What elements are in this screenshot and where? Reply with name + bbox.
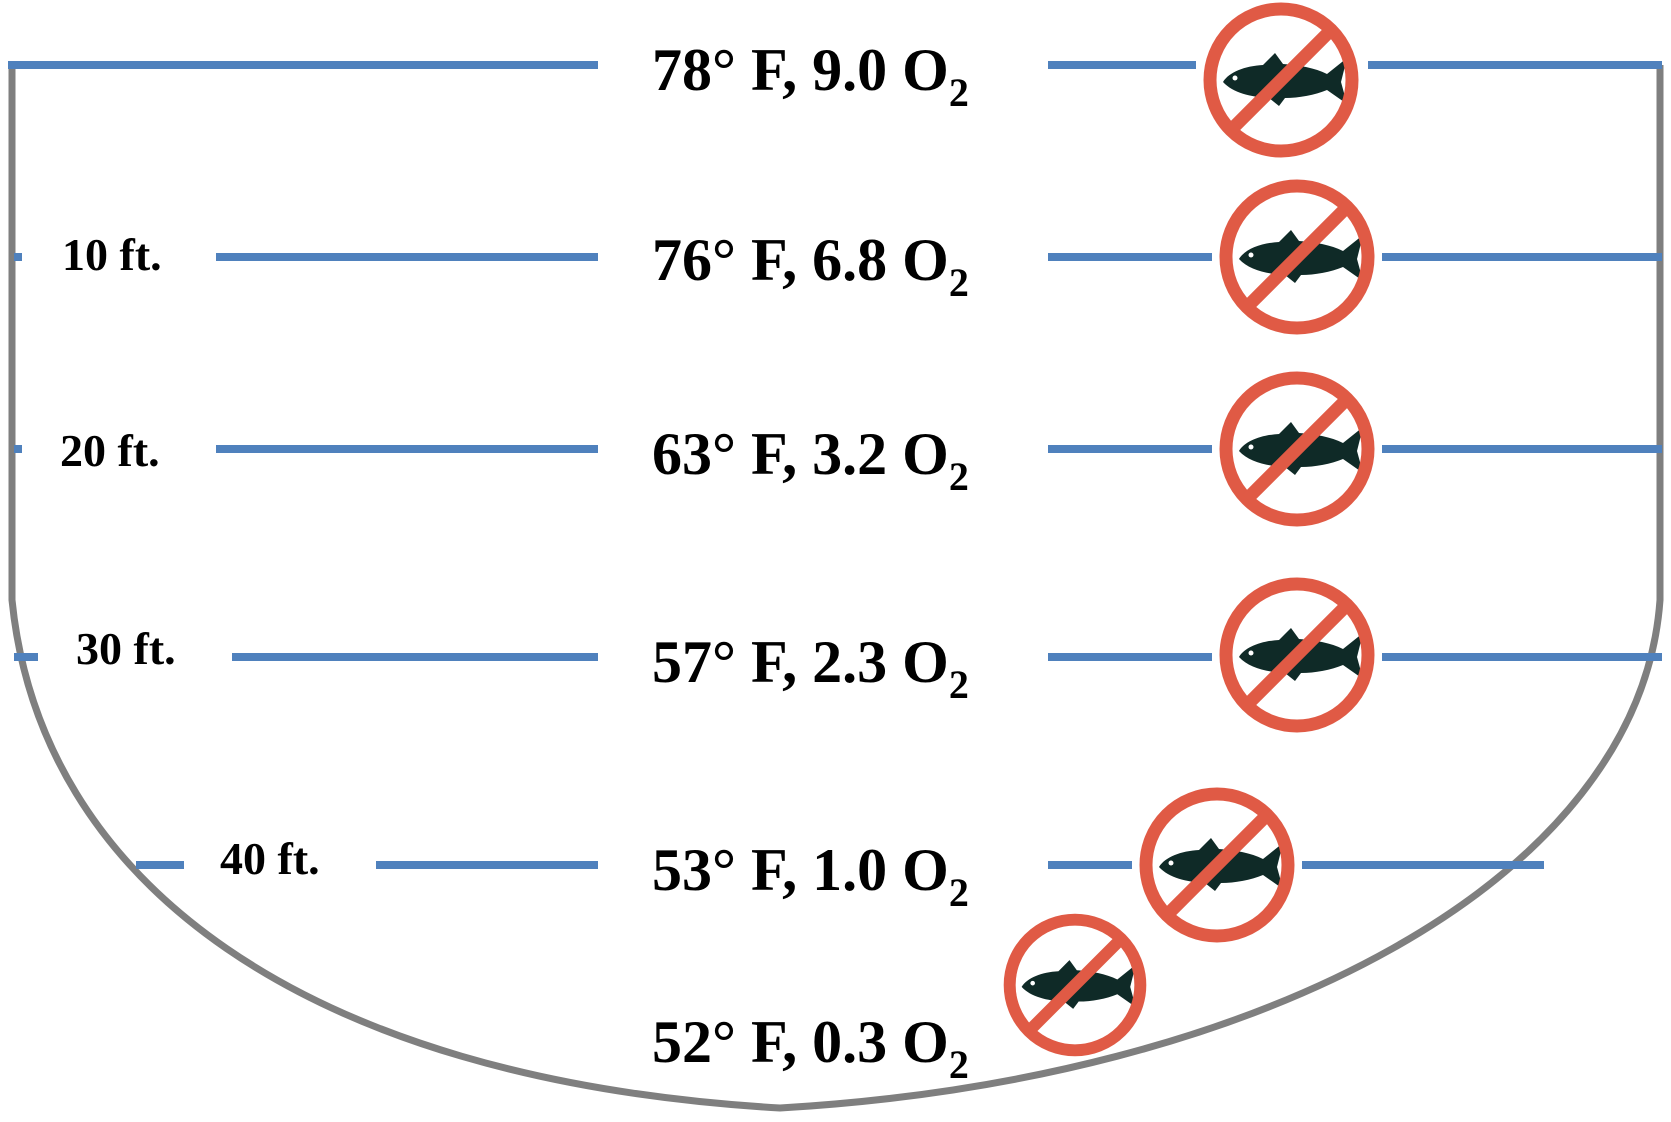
depth-label-20: 20 ft. <box>60 425 160 476</box>
reading-10ft: 76° F, 6.8 O2 <box>652 227 969 305</box>
o2-subscript: 2 <box>949 70 969 115</box>
depth-label-30: 30 ft. <box>76 623 176 674</box>
no-fish-icon <box>1226 186 1368 328</box>
reading-40ft: 53° F, 1.0 O2 <box>652 837 969 915</box>
depth-lines-left <box>8 61 598 869</box>
o2-subscript: 2 <box>949 662 969 707</box>
depth-label-10: 10 ft. <box>62 229 162 280</box>
no-fish-icon <box>1146 794 1288 936</box>
reading-bottom-text: 52° F, 0.3 O <box>652 1009 949 1075</box>
o2-subscript: 2 <box>949 870 969 915</box>
no-fish-icon <box>1010 920 1141 1051</box>
o2-subscript: 2 <box>949 454 969 499</box>
reading-10ft-text: 76° F, 6.8 O <box>652 227 949 293</box>
reading-20ft-text: 63° F, 3.2 O <box>652 421 949 487</box>
no-fish-icon <box>1226 584 1368 726</box>
no-fish-icon <box>1210 9 1352 151</box>
depth-label-40: 40 ft. <box>220 833 320 884</box>
reading-30ft-text: 57° F, 2.3 O <box>652 629 949 695</box>
no-fish-icon <box>1226 378 1368 520</box>
o2-subscript: 2 <box>949 1042 969 1087</box>
reading-40ft-text: 53° F, 1.0 O <box>652 837 949 903</box>
reading-30ft: 57° F, 2.3 O2 <box>652 629 969 707</box>
reading-bottom: 52° F, 0.3 O2 <box>652 1009 969 1087</box>
basin-outline <box>8 65 1664 1112</box>
reading-20ft: 63° F, 3.2 O2 <box>652 421 969 499</box>
depth-lines-right <box>1048 61 1662 869</box>
reading-surface: 78° F, 9.0 O2 <box>652 37 969 115</box>
reading-surface-text: 78° F, 9.0 O <box>652 37 949 103</box>
o2-subscript: 2 <box>949 260 969 305</box>
